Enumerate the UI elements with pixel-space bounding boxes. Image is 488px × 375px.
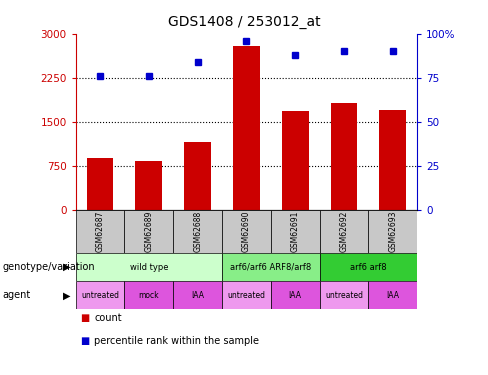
Bar bbox=[173, 210, 222, 253]
Text: agent: agent bbox=[2, 290, 31, 300]
Text: mock: mock bbox=[139, 291, 159, 300]
Bar bbox=[87, 158, 114, 210]
Text: percentile rank within the sample: percentile rank within the sample bbox=[94, 336, 259, 346]
Bar bbox=[271, 210, 320, 253]
Bar bbox=[233, 45, 260, 210]
Bar bbox=[76, 281, 124, 309]
Bar bbox=[222, 210, 271, 253]
Text: arf6 arf8: arf6 arf8 bbox=[350, 262, 387, 272]
Bar bbox=[222, 253, 320, 281]
Text: count: count bbox=[94, 313, 122, 323]
Text: GSM62692: GSM62692 bbox=[340, 211, 348, 252]
Bar bbox=[380, 110, 407, 210]
Text: ▶: ▶ bbox=[63, 290, 71, 300]
Bar bbox=[124, 281, 173, 309]
Bar bbox=[76, 210, 124, 253]
Bar bbox=[124, 210, 173, 253]
Bar bbox=[184, 142, 211, 210]
Text: untreated: untreated bbox=[227, 291, 265, 300]
Text: IAA: IAA bbox=[386, 291, 399, 300]
Bar bbox=[368, 210, 417, 253]
Text: untreated: untreated bbox=[81, 291, 119, 300]
Text: GSM62691: GSM62691 bbox=[291, 211, 300, 252]
Bar bbox=[173, 281, 222, 309]
Bar bbox=[320, 281, 368, 309]
Text: ▶: ▶ bbox=[63, 262, 71, 272]
Bar bbox=[271, 281, 320, 309]
Text: arf6/arf6 ARF8/arf8: arf6/arf6 ARF8/arf8 bbox=[230, 262, 311, 272]
Bar bbox=[320, 210, 368, 253]
Text: ■: ■ bbox=[81, 336, 90, 346]
Text: wild type: wild type bbox=[130, 262, 168, 272]
Bar bbox=[331, 103, 358, 210]
Text: GSM62688: GSM62688 bbox=[193, 211, 202, 252]
Text: GDS1408 / 253012_at: GDS1408 / 253012_at bbox=[168, 15, 320, 29]
Text: untreated: untreated bbox=[325, 291, 363, 300]
Bar bbox=[320, 253, 417, 281]
Text: genotype/variation: genotype/variation bbox=[2, 262, 95, 272]
Text: GSM62690: GSM62690 bbox=[242, 211, 251, 252]
Bar bbox=[282, 111, 309, 210]
Text: IAA: IAA bbox=[289, 291, 302, 300]
Bar bbox=[76, 253, 222, 281]
Text: GSM62687: GSM62687 bbox=[96, 211, 104, 252]
Text: ■: ■ bbox=[81, 313, 90, 323]
Text: GSM62693: GSM62693 bbox=[388, 211, 397, 252]
Bar bbox=[136, 160, 163, 210]
Bar bbox=[222, 281, 271, 309]
Text: GSM62689: GSM62689 bbox=[144, 211, 153, 252]
Text: IAA: IAA bbox=[191, 291, 204, 300]
Bar bbox=[368, 281, 417, 309]
